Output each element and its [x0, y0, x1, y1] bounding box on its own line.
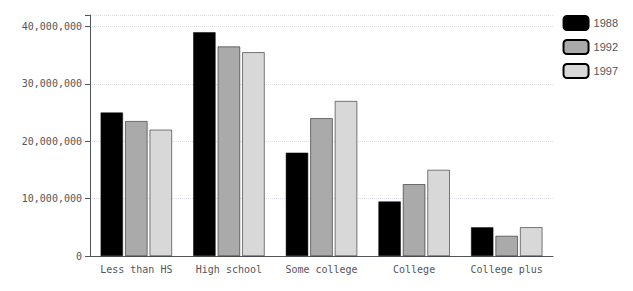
svg-text:College plus: College plus: [471, 264, 543, 275]
svg-text:Less than HS: Less than HS: [100, 264, 172, 275]
svg-text:College: College: [393, 264, 435, 275]
svg-text:30,000,000: 30,000,000: [22, 78, 82, 89]
svg-text:1992: 1992: [594, 41, 618, 53]
svg-text:1997: 1997: [594, 65, 618, 77]
svg-text:0: 0: [76, 251, 82, 262]
svg-text:1988: 1988: [594, 17, 618, 29]
svg-text:20,000,000: 20,000,000: [22, 136, 82, 147]
svg-text:40,000,000: 40,000,000: [22, 21, 82, 32]
svg-text:Some college: Some college: [285, 264, 357, 275]
svg-text:10,000,000: 10,000,000: [22, 193, 82, 204]
svg-text:High school: High school: [196, 264, 262, 275]
